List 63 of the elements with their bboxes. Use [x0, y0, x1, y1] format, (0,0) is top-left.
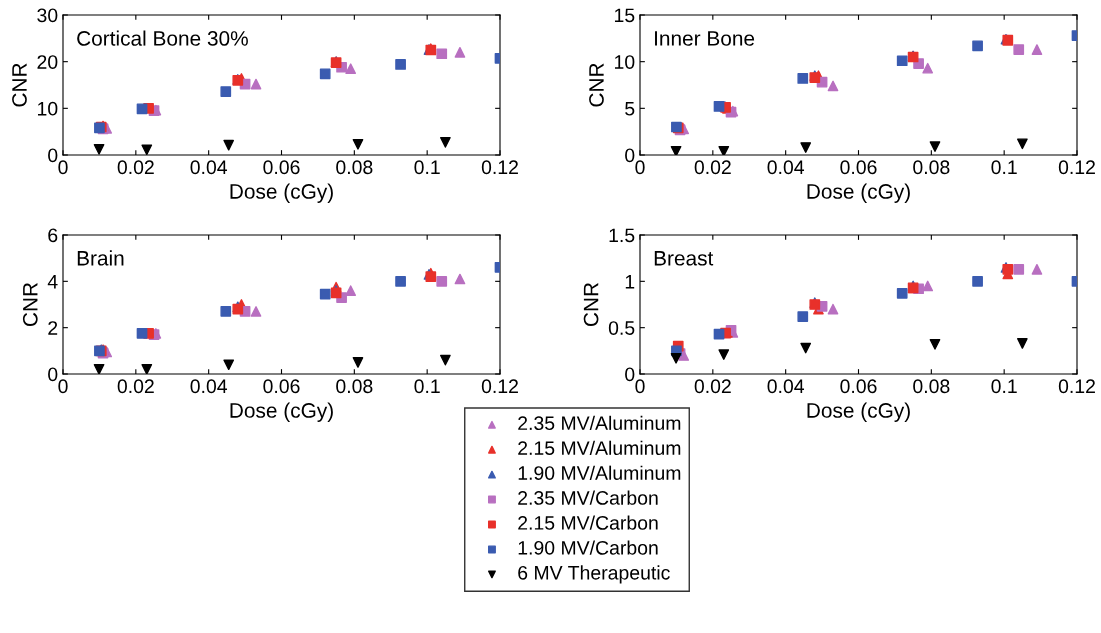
- x-axis-title: Dose (cGy): [807, 183, 910, 203]
- y-tick-label: 4: [47, 275, 58, 289]
- x-axis-title: Dose (cGy): [807, 402, 910, 422]
- y-tick-label: 6: [48, 228, 58, 243]
- x-tick-label: 0.1: [414, 379, 440, 394]
- x-tick-label: 0.08: [913, 379, 950, 394]
- x-tick-label: 0.02: [694, 379, 731, 394]
- legend-label: 1.90 MV/Aluminum: [518, 465, 681, 480]
- y-axis-title: CNR: [22, 282, 38, 327]
- legend-label: 2.15 MV/Aluminum: [518, 440, 681, 455]
- x-tick-label: 0.04: [190, 379, 228, 394]
- x-tick-label: 0.12: [481, 379, 518, 394]
- x-tick-label: 0.06: [263, 379, 300, 394]
- y-axis-title: CNR: [589, 63, 604, 107]
- y-tick-label: 1.5: [609, 228, 635, 243]
- text: Breast: [654, 251, 714, 266]
- x-tick-label: 0: [58, 160, 68, 175]
- x-tick-label: 0.04: [190, 160, 228, 175]
- y-tick-label: 30: [37, 8, 58, 23]
- x-tick-label: 0.02: [117, 379, 154, 394]
- y-tick-label: 0: [625, 367, 635, 382]
- x-tick-label: 0: [635, 379, 645, 394]
- text: Cortical Bone 30%: [77, 30, 248, 46]
- y-axis-title: CNR: [583, 282, 599, 327]
- legend-label: 1.90 MV/Carbon: [518, 540, 658, 555]
- x-tick-label: 0: [58, 379, 68, 394]
- y-tick-label: 15: [615, 8, 635, 23]
- x-axis-title: Dose (cGy): [230, 183, 333, 203]
- x-tick-label: 0.06: [263, 160, 300, 175]
- legend-label: 2.35 MV/Carbon: [518, 490, 658, 505]
- y-tick-label: 0: [48, 148, 58, 163]
- y-tick-label: 10: [38, 101, 58, 116]
- x-tick-label: 0.02: [117, 160, 154, 175]
- x-tick-label: 0.08: [913, 160, 950, 175]
- x-tick-label: 0: [635, 160, 645, 175]
- x-tick-label: 0.12: [1058, 379, 1095, 394]
- legend-label: 6 MV Therapeutic: [518, 565, 670, 584]
- y-tick-label: 1: [625, 275, 635, 289]
- y-tick-label: 10: [615, 55, 635, 69]
- x-tick-label: 0.08: [336, 379, 373, 394]
- x-tick-label: 0.1: [991, 160, 1017, 175]
- x-axis-title: Dose (cGy): [230, 402, 333, 422]
- x-tick-label: 0.04: [767, 160, 805, 175]
- x-tick-label: 0.08: [336, 160, 373, 175]
- y-tick-label: 5: [625, 102, 635, 116]
- text: Inner Bone: [655, 31, 755, 46]
- x-tick-label: 0.04: [767, 379, 805, 394]
- x-tick-label: 0.06: [840, 160, 877, 175]
- y-tick-label: 0.5: [608, 321, 635, 335]
- x-tick-label: 0.06: [840, 379, 877, 394]
- y-tick-label: 0: [48, 367, 58, 382]
- y-axis-title: CNR: [12, 63, 27, 107]
- legend-label: 2.35 MV/Aluminum: [518, 415, 681, 431]
- y-tick-label: 0: [625, 148, 635, 163]
- text: Brain: [77, 250, 124, 266]
- y-tick-label: 2: [48, 321, 58, 335]
- x-tick-label: 0.1: [414, 160, 440, 175]
- x-tick-label: 0.12: [481, 160, 518, 175]
- y-tick-label: 20: [37, 55, 58, 69]
- legend-label: 2.15 MV/Carbon: [518, 515, 658, 530]
- x-tick-label: 0.02: [694, 160, 731, 175]
- x-tick-label: 0.12: [1058, 160, 1095, 175]
- x-tick-label: 0.1: [991, 379, 1017, 394]
